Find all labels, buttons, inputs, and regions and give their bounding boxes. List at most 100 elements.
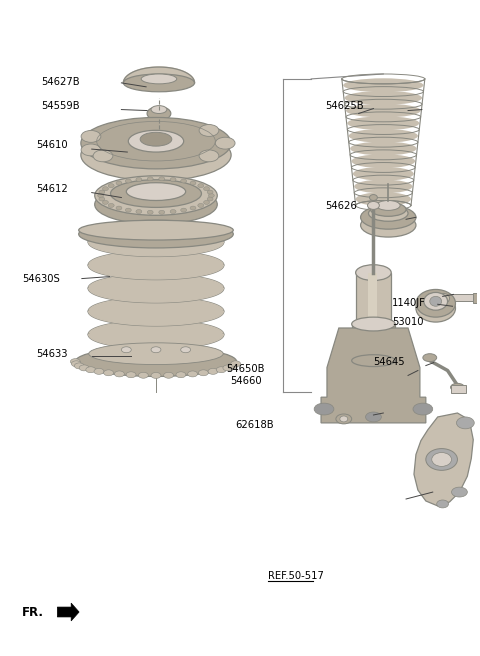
- Ellipse shape: [125, 179, 131, 183]
- Polygon shape: [344, 361, 403, 388]
- Ellipse shape: [136, 209, 142, 213]
- Text: 54627B: 54627B: [41, 77, 79, 87]
- Ellipse shape: [123, 74, 194, 92]
- Ellipse shape: [204, 187, 209, 191]
- Ellipse shape: [138, 373, 148, 379]
- Ellipse shape: [140, 133, 172, 146]
- Ellipse shape: [198, 203, 204, 207]
- Ellipse shape: [188, 371, 198, 377]
- Polygon shape: [89, 358, 223, 371]
- Text: 54650B: 54650B: [226, 364, 264, 374]
- Ellipse shape: [141, 74, 177, 84]
- Ellipse shape: [340, 416, 348, 422]
- Ellipse shape: [97, 194, 104, 197]
- Ellipse shape: [352, 317, 395, 331]
- Ellipse shape: [81, 117, 231, 169]
- Ellipse shape: [314, 403, 334, 415]
- Ellipse shape: [164, 373, 174, 379]
- Ellipse shape: [354, 180, 412, 194]
- Ellipse shape: [126, 372, 136, 378]
- Bar: [356, 273, 391, 371]
- Ellipse shape: [360, 205, 416, 229]
- Ellipse shape: [89, 343, 223, 365]
- Ellipse shape: [452, 487, 468, 497]
- Ellipse shape: [116, 206, 122, 210]
- Ellipse shape: [81, 131, 101, 142]
- Ellipse shape: [216, 367, 226, 373]
- Ellipse shape: [208, 369, 218, 375]
- Polygon shape: [321, 328, 426, 423]
- Ellipse shape: [136, 178, 142, 182]
- Ellipse shape: [366, 412, 381, 422]
- Ellipse shape: [151, 106, 167, 113]
- Ellipse shape: [199, 125, 219, 136]
- Ellipse shape: [95, 176, 217, 215]
- Polygon shape: [89, 288, 223, 302]
- Ellipse shape: [438, 293, 450, 303]
- Ellipse shape: [79, 220, 233, 248]
- Ellipse shape: [207, 190, 213, 194]
- Ellipse shape: [180, 208, 187, 212]
- Ellipse shape: [86, 367, 96, 373]
- Text: 54660: 54660: [230, 376, 262, 386]
- Ellipse shape: [170, 178, 176, 182]
- Ellipse shape: [207, 197, 213, 201]
- Ellipse shape: [151, 373, 161, 379]
- Polygon shape: [57, 603, 79, 621]
- Ellipse shape: [79, 365, 89, 371]
- Ellipse shape: [95, 185, 217, 224]
- Bar: [352, 324, 395, 361]
- Ellipse shape: [71, 359, 80, 365]
- Ellipse shape: [75, 347, 237, 377]
- Ellipse shape: [423, 354, 437, 361]
- Ellipse shape: [456, 417, 474, 429]
- Bar: [444, 295, 479, 301]
- Ellipse shape: [104, 370, 113, 376]
- Ellipse shape: [336, 414, 352, 424]
- Ellipse shape: [413, 403, 433, 415]
- Ellipse shape: [110, 180, 202, 207]
- Polygon shape: [89, 312, 223, 325]
- Ellipse shape: [356, 192, 411, 206]
- Text: FR.: FR.: [22, 605, 44, 619]
- Ellipse shape: [343, 78, 423, 92]
- Polygon shape: [89, 298, 223, 312]
- Text: 53010: 53010: [392, 316, 423, 327]
- Ellipse shape: [94, 369, 104, 375]
- Ellipse shape: [430, 297, 442, 306]
- Polygon shape: [123, 67, 194, 83]
- Ellipse shape: [231, 361, 240, 367]
- Ellipse shape: [102, 187, 108, 191]
- Ellipse shape: [351, 154, 415, 168]
- Ellipse shape: [114, 371, 124, 377]
- Ellipse shape: [369, 205, 408, 221]
- Ellipse shape: [121, 347, 131, 353]
- Polygon shape: [89, 265, 223, 279]
- Ellipse shape: [159, 211, 165, 215]
- Polygon shape: [89, 242, 223, 256]
- Ellipse shape: [345, 91, 422, 105]
- Polygon shape: [89, 251, 223, 265]
- Ellipse shape: [93, 150, 113, 162]
- Text: 62618B: 62618B: [235, 420, 274, 430]
- Ellipse shape: [370, 195, 377, 201]
- Ellipse shape: [350, 142, 417, 155]
- Ellipse shape: [348, 116, 420, 130]
- Ellipse shape: [72, 361, 81, 367]
- Ellipse shape: [426, 449, 457, 470]
- Ellipse shape: [199, 150, 219, 162]
- Ellipse shape: [371, 203, 406, 216]
- Ellipse shape: [204, 201, 209, 205]
- Ellipse shape: [198, 370, 208, 376]
- Ellipse shape: [81, 129, 231, 180]
- Ellipse shape: [376, 201, 400, 211]
- Ellipse shape: [180, 179, 187, 183]
- Ellipse shape: [451, 383, 464, 391]
- Ellipse shape: [99, 197, 105, 201]
- Ellipse shape: [353, 167, 414, 181]
- Ellipse shape: [176, 372, 186, 378]
- Text: 54612: 54612: [36, 184, 68, 194]
- Polygon shape: [89, 321, 223, 335]
- Ellipse shape: [99, 190, 105, 194]
- Ellipse shape: [190, 206, 196, 210]
